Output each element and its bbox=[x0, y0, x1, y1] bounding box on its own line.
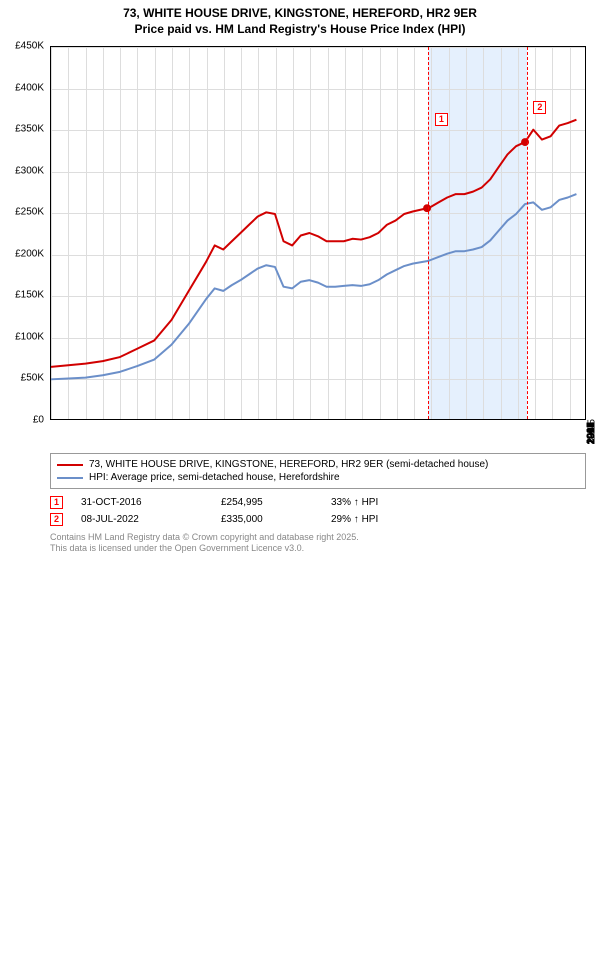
chart-container: 73, WHITE HOUSE DRIVE, KINGSTONE, HEREFO… bbox=[0, 0, 600, 560]
y-axis-labels: £0£50K£100K£150K£200K£250K£300K£350K£400… bbox=[0, 46, 48, 420]
chart-title: 73, WHITE HOUSE DRIVE, KINGSTONE, HEREFO… bbox=[0, 0, 600, 37]
legend-swatch bbox=[57, 464, 83, 466]
plot-area: 12 bbox=[50, 46, 586, 420]
x-tick-label: 2025 bbox=[586, 422, 597, 441]
y-tick-label: £400K bbox=[15, 82, 44, 93]
footer-line-2: This data is licensed under the Open Gov… bbox=[50, 543, 359, 554]
y-tick-label: £150K bbox=[15, 290, 44, 301]
transaction-price: £335,000 bbox=[221, 514, 331, 525]
y-tick-label: £350K bbox=[15, 124, 44, 135]
transaction-row: 1 31-OCT-2016£254,99533% ↑ HPI bbox=[50, 494, 586, 511]
transaction-marker-dot bbox=[521, 138, 529, 146]
series-property bbox=[51, 120, 576, 367]
y-tick-label: £100K bbox=[15, 331, 44, 342]
plot-svg bbox=[51, 47, 585, 419]
transactions-table: 1 31-OCT-2016£254,99533% ↑ HPI 2 08-JUL-202… bbox=[50, 494, 586, 528]
transaction-pct: 33% ↑ HPI bbox=[331, 497, 431, 508]
legend-swatch bbox=[57, 477, 83, 479]
title-line-1: 73, WHITE HOUSE DRIVE, KINGSTONE, HEREFO… bbox=[0, 6, 600, 22]
transaction-marker-icon: 1 bbox=[50, 496, 63, 509]
legend: 73, WHITE HOUSE DRIVE, KINGSTONE, HEREFO… bbox=[50, 453, 586, 489]
x-axis-labels: 1995199619971998199920002001200220032004… bbox=[50, 422, 586, 450]
transaction-marker-dot bbox=[423, 204, 431, 212]
transaction-price: £254,995 bbox=[221, 497, 331, 508]
legend-label: 73, WHITE HOUSE DRIVE, KINGSTONE, HEREFO… bbox=[89, 459, 488, 470]
y-tick-label: £0 bbox=[33, 415, 44, 426]
title-line-2: Price paid vs. HM Land Registry's House … bbox=[0, 22, 600, 38]
transaction-date: 31-OCT-2016 bbox=[81, 497, 221, 508]
legend-item: 73, WHITE HOUSE DRIVE, KINGSTONE, HEREFO… bbox=[57, 458, 579, 471]
legend-label: HPI: Average price, semi-detached house,… bbox=[89, 472, 340, 483]
transaction-row: 2 08-JUL-2022£335,00029% ↑ HPI bbox=[50, 511, 586, 528]
reference-line bbox=[527, 47, 528, 419]
legend-item: HPI: Average price, semi-detached house,… bbox=[57, 471, 579, 484]
transaction-marker-label: 1 bbox=[435, 113, 448, 126]
y-tick-label: £300K bbox=[15, 165, 44, 176]
transaction-date: 08-JUL-2022 bbox=[81, 514, 221, 525]
transaction-marker-icon: 2 bbox=[50, 513, 63, 526]
reference-line bbox=[428, 47, 429, 419]
y-tick-label: £250K bbox=[15, 207, 44, 218]
footer-attribution: Contains HM Land Registry data © Crown c… bbox=[50, 532, 359, 555]
y-tick-label: £450K bbox=[15, 41, 44, 52]
transaction-marker-label: 2 bbox=[533, 101, 546, 114]
y-tick-label: £50K bbox=[21, 373, 44, 384]
transaction-pct: 29% ↑ HPI bbox=[331, 514, 431, 525]
y-tick-label: £200K bbox=[15, 248, 44, 259]
footer-line-1: Contains HM Land Registry data © Crown c… bbox=[50, 532, 359, 543]
